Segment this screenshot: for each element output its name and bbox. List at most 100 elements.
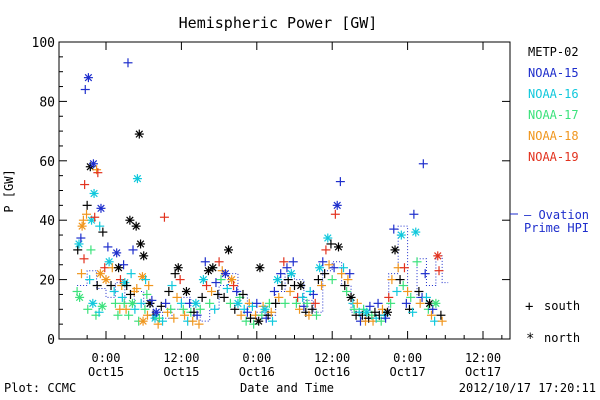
legend-entry-noaa-18: NOAA-18 (528, 129, 579, 143)
x-tick-label: 12:00 (163, 351, 199, 365)
south-point-metp-02 (271, 298, 281, 308)
north-point-noaa-17 (127, 298, 137, 308)
south-point-noaa-19 (175, 275, 185, 285)
south-point-noaa-19 (100, 263, 110, 273)
x-tick-label: 0:00 (92, 351, 121, 365)
south-point-noaa-17 (302, 298, 312, 308)
north-point-noaa-16 (132, 174, 142, 184)
south-point-metp-02 (219, 292, 229, 302)
south-point-noaa-15 (200, 257, 210, 267)
south-point-noaa-18 (285, 286, 295, 296)
north-point-metp-02 (346, 292, 356, 302)
south-point-noaa-17 (86, 245, 96, 255)
south-point-noaa-15 (119, 260, 129, 270)
south-point-metp-02 (277, 281, 287, 291)
north-point-noaa-16 (88, 298, 98, 308)
x-axis-label: Date and Time (240, 381, 334, 395)
north-point-noaa-15 (332, 200, 342, 210)
south-point-noaa-15 (288, 257, 298, 267)
ovation-label: — Ovation (524, 208, 589, 222)
x-tick-date-label: Oct15 (163, 365, 199, 379)
north-point-noaa-16 (260, 304, 270, 314)
south-point-noaa-18 (437, 316, 447, 326)
y-tick-label: 100 (32, 36, 55, 51)
south-point-metp-02 (320, 269, 330, 279)
south-point-noaa-17 (113, 310, 123, 320)
chart-title: Hemispheric Power [GW] (179, 14, 378, 32)
south-point-noaa-18 (144, 281, 154, 291)
south-point-noaa-17 (178, 304, 188, 314)
south-point-noaa-18 (82, 209, 92, 219)
south-point-noaa-17 (398, 281, 408, 291)
north-point-noaa-16 (273, 275, 283, 285)
south-point-noaa-16 (210, 304, 220, 314)
north-point-metp-02 (181, 286, 191, 296)
north-point-metp-02 (131, 221, 141, 231)
north-point-metp-02 (254, 316, 264, 326)
south-point-noaa-19 (80, 180, 90, 190)
south-point-noaa-19 (434, 266, 444, 276)
north-point-metp-02 (208, 263, 218, 273)
south-point-noaa-19 (330, 209, 340, 219)
x-tick-label: 12:00 (465, 351, 501, 365)
south-point-noaa-15 (242, 307, 252, 317)
south-point-metp-02 (246, 313, 256, 323)
south-point-noaa-17 (124, 310, 134, 320)
legend-entry-noaa-17: NOAA-17 (528, 108, 579, 122)
north-marker-label: north (544, 331, 580, 345)
north-point-noaa-18 (95, 269, 105, 279)
south-point-noaa-19 (384, 292, 394, 302)
y-tick-label: 80 (39, 95, 55, 110)
south-point-noaa-18 (180, 310, 190, 320)
south-point-metp-02 (313, 275, 323, 285)
south-point-noaa-15 (335, 177, 345, 187)
south-point-noaa-17 (119, 298, 129, 308)
north-point-noaa-15 (83, 73, 93, 83)
south-point-noaa-18 (324, 260, 334, 270)
south-point-noaa-15 (80, 85, 90, 95)
south-point-noaa-15 (76, 233, 86, 243)
south-point-metp-02 (213, 289, 223, 299)
north-point-metp-02 (114, 263, 124, 273)
south-point-noaa-15 (161, 298, 171, 308)
south-point-noaa-17 (327, 275, 337, 285)
north-point-metp-02 (224, 245, 234, 255)
south-point-noaa-17 (216, 275, 226, 285)
footer-timestamp: 2012/10/17 17:20:11 (459, 381, 596, 395)
north-point-metp-02 (382, 307, 392, 317)
south-point-noaa-16 (408, 307, 418, 317)
south-point-noaa-15 (282, 263, 292, 273)
south-point-noaa-15 (128, 245, 138, 255)
south-point-noaa-15 (123, 58, 133, 68)
north-point-noaa-16 (396, 230, 406, 240)
south-point-noaa-19 (202, 281, 212, 291)
x-tick-date-label: Oct16 (314, 365, 350, 379)
south-point-noaa-18 (194, 319, 204, 329)
south-point-noaa-18 (142, 310, 152, 320)
south-point-noaa-15 (329, 263, 339, 273)
north-point-noaa-16 (198, 275, 208, 285)
north-point-noaa-18 (227, 275, 237, 285)
south-point-noaa-15 (401, 298, 411, 308)
south-point-noaa-18 (236, 310, 246, 320)
south-point-noaa-15 (373, 298, 383, 308)
south-point-noaa-17 (166, 304, 176, 314)
south-point-noaa-17 (110, 298, 120, 308)
south-point-noaa-19 (229, 281, 239, 291)
south-point-noaa-17 (311, 310, 321, 320)
south-point-noaa-16 (95, 221, 105, 231)
south-point-noaa-15 (269, 286, 279, 296)
north-point-noaa-18 (101, 275, 111, 285)
data-points (72, 58, 447, 329)
south-point-noaa-16 (167, 281, 177, 291)
north-point-noaa-16 (233, 298, 243, 308)
north-point-noaa-16 (411, 227, 421, 237)
south-point-noaa-16 (268, 316, 278, 326)
legend-entry-noaa-15: NOAA-15 (528, 66, 579, 80)
y-axis-label: P [GW] (2, 169, 16, 212)
south-point-noaa-18 (207, 286, 217, 296)
south-point-noaa-18 (76, 269, 86, 279)
x-tick-label: 0:00 (393, 351, 422, 365)
south-point-noaa-15 (211, 278, 221, 288)
